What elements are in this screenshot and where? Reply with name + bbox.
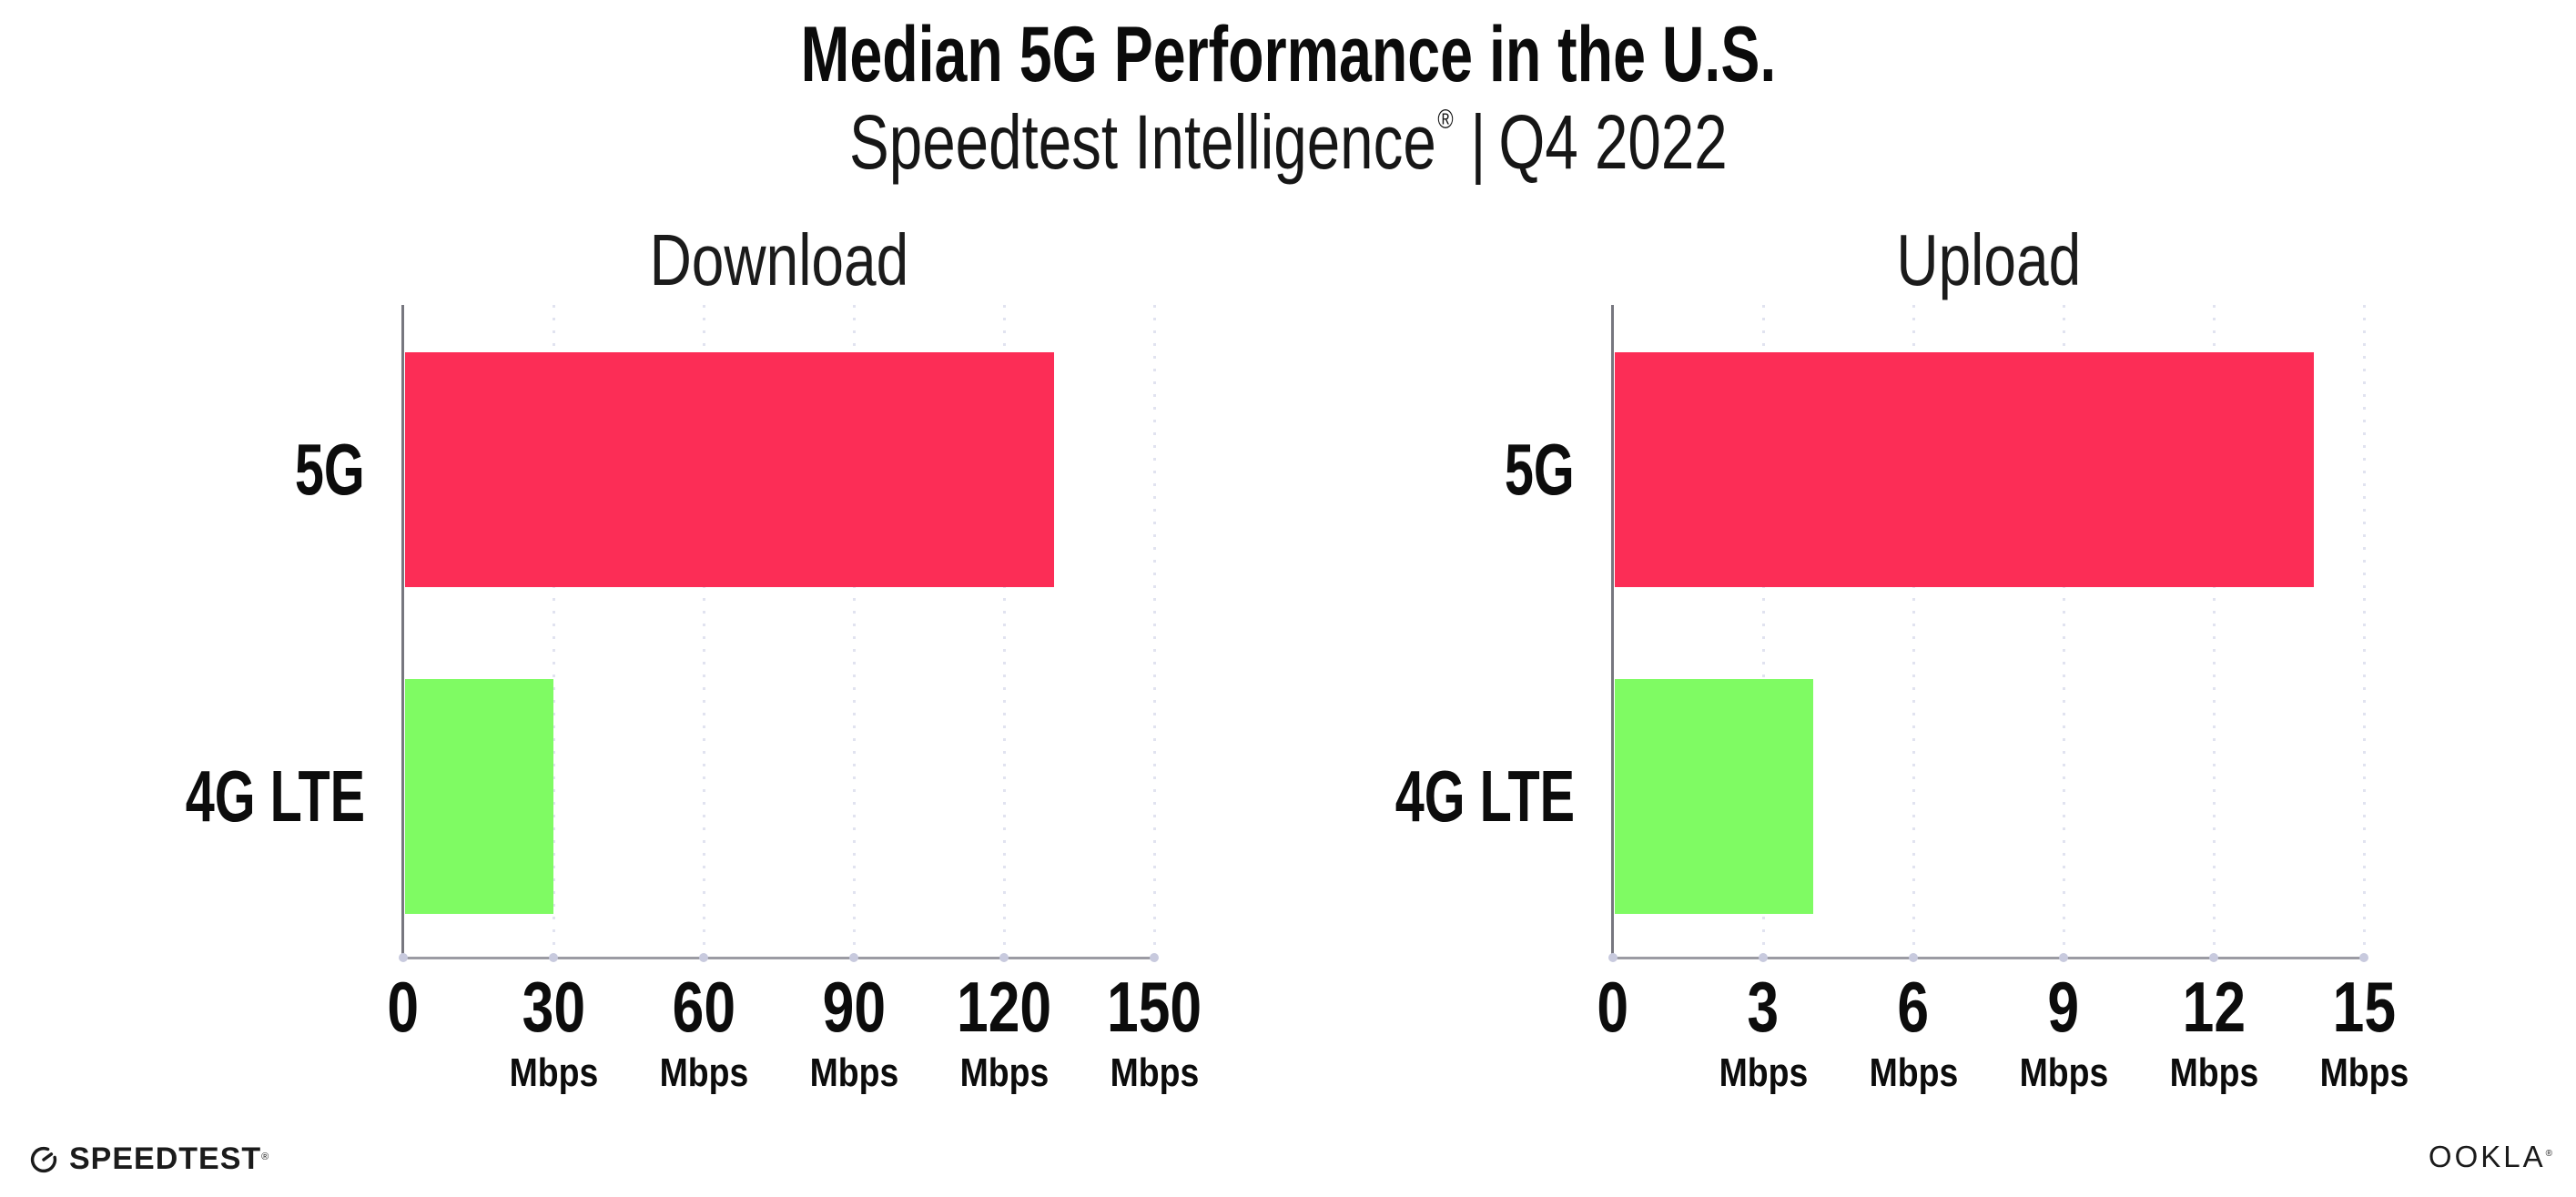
subtitle-separator: | — [1469, 99, 1486, 185]
bar-4g-lte — [405, 679, 553, 914]
registered-trademark-symbol: ® — [1436, 105, 1454, 135]
gridline-base-dot — [2209, 953, 2218, 962]
speedtest-gauge-icon — [30, 1146, 57, 1172]
category-label-5g: 5G — [1505, 429, 1575, 510]
gridline-base-dot — [2059, 953, 2068, 962]
x-tick-unit-label: Mbps — [1110, 1050, 1199, 1095]
page-subtitle: Speedtest Intelligence® | Q4 2022 — [0, 98, 2576, 204]
gridline-base-dot — [849, 953, 858, 962]
x-tick-label: 90 — [822, 967, 886, 1047]
gridline — [2362, 305, 2366, 956]
gridline-base-dot — [399, 953, 408, 962]
gridline-base-dot — [2359, 953, 2368, 962]
gridline — [552, 305, 555, 956]
x-axis-line — [1611, 957, 2366, 959]
ookla-logo: OOKLA® — [2429, 1140, 2552, 1174]
gridline — [1761, 305, 1765, 956]
x-tick-label: 0 — [1597, 967, 1629, 1047]
subtitle-brand: Speedtest Intelligence — [848, 99, 1436, 185]
x-tick-unit-label: Mbps — [809, 1050, 898, 1095]
x-tick-unit-label: Mbps — [509, 1050, 598, 1095]
x-tick-label: 15 — [2332, 967, 2396, 1047]
y-axis-line — [1611, 305, 1614, 959]
gridline — [702, 305, 705, 956]
speedtest-registered-mark: ® — [261, 1151, 270, 1162]
x-tick-label: 3 — [1747, 967, 1780, 1047]
bar-5g — [1615, 352, 2314, 587]
download-chart-panel: Download 5G 4G LTE 0 30 Mbps 60 Mbps 90 Mbps 120… — [186, 221, 1202, 1094]
gridline — [1912, 305, 1915, 956]
gridline-base-dot — [1150, 953, 1159, 962]
category-label-5g: 5G — [295, 429, 365, 510]
x-axis-line — [401, 957, 1156, 959]
gridline — [852, 305, 856, 956]
x-tick-label: 60 — [672, 967, 735, 1047]
x-tick-unit-label: Mbps — [2169, 1050, 2258, 1095]
bar-4g-lte — [1615, 679, 1813, 914]
x-tick-label: 12 — [2182, 967, 2246, 1047]
bar-5g — [405, 352, 1054, 587]
gridline — [2212, 305, 2216, 956]
x-tick-label: 6 — [1897, 967, 1930, 1047]
gridline — [2062, 305, 2065, 956]
page-title-text: Median 5G Performance in the U.S. — [800, 11, 1776, 98]
ookla-registered-mark: ® — [2545, 1149, 2552, 1159]
x-tick-label: 0 — [387, 967, 420, 1047]
gridline — [1002, 305, 1006, 956]
gridline-base-dot — [1759, 953, 1768, 962]
x-tick-unit-label: Mbps — [659, 1050, 748, 1095]
upload-chart-panel: Upload 5G 4G LTE 0 3 Mbps 6 Mbps 9 Mbps 12 Mbps 15… — [1395, 221, 2409, 1094]
x-tick-unit-label: Mbps — [959, 1050, 1049, 1095]
chart-title-upload: Upload — [1896, 219, 2081, 300]
gridline-base-dot — [1909, 953, 1918, 962]
x-tick-label: 120 — [956, 967, 1052, 1047]
x-tick-unit-label: Mbps — [1719, 1050, 1808, 1095]
x-tick-unit-label: Mbps — [1869, 1050, 1958, 1095]
gridline-base-dot — [1608, 953, 1618, 962]
gridline — [1152, 305, 1156, 956]
gridline-base-dot — [549, 953, 558, 962]
gridline-base-dot — [999, 953, 1009, 962]
x-tick-unit-label: Mbps — [2019, 1050, 2108, 1095]
x-tick-unit-label: Mbps — [2319, 1050, 2409, 1095]
chart-title-download: Download — [649, 219, 908, 300]
gridline-base-dot — [699, 953, 708, 962]
subtitle-period: Q4 2022 — [1497, 99, 1728, 185]
speedtest-logo: SPEEDTEST® — [29, 1141, 269, 1177]
category-label-4g-lte: 4G LTE — [185, 756, 365, 837]
y-axis-line — [401, 305, 404, 959]
category-label-4g-lte: 4G LTE — [1394, 756, 1575, 837]
page-title: Median 5G Performance in the U.S. — [0, 13, 2576, 96]
x-tick-label: 9 — [2047, 967, 2080, 1047]
x-tick-label: 30 — [522, 967, 585, 1047]
x-tick-label: 150 — [1106, 967, 1202, 1047]
speedtest-logo-text: SPEEDTEST® — [69, 1141, 270, 1176]
ookla-logo-text: OOKLA — [2428, 1140, 2546, 1173]
